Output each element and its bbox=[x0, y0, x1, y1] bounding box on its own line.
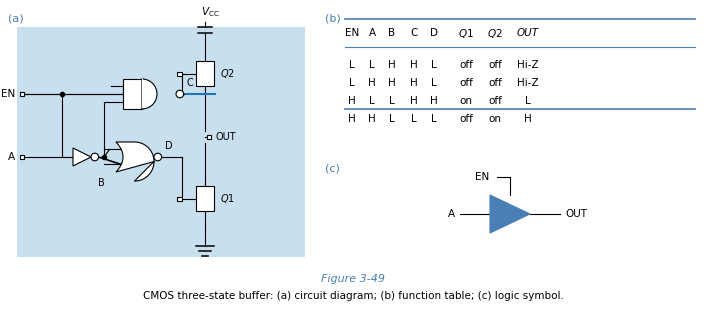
Bar bbox=[20, 92, 24, 96]
Text: H: H bbox=[368, 78, 376, 88]
Text: L: L bbox=[431, 60, 437, 70]
Text: L: L bbox=[431, 78, 437, 88]
Bar bbox=[207, 135, 212, 139]
Text: L: L bbox=[369, 96, 375, 106]
Text: A: A bbox=[8, 152, 15, 162]
Text: H: H bbox=[368, 114, 376, 124]
Circle shape bbox=[91, 153, 99, 161]
Text: B: B bbox=[388, 28, 395, 38]
Text: Hi-Z: Hi-Z bbox=[517, 78, 539, 88]
Text: EN: EN bbox=[345, 28, 359, 38]
Text: L: L bbox=[431, 114, 437, 124]
Text: $Q1$: $Q1$ bbox=[220, 193, 235, 205]
Text: $V_{\rm CC}$: $V_{\rm CC}$ bbox=[201, 5, 220, 19]
Text: C: C bbox=[186, 78, 193, 88]
Text: on: on bbox=[489, 114, 501, 124]
Wedge shape bbox=[142, 79, 157, 109]
Text: off: off bbox=[459, 60, 473, 70]
Text: OUT: OUT bbox=[517, 28, 539, 38]
Text: L: L bbox=[389, 96, 395, 106]
Text: $Q2$: $Q2$ bbox=[487, 27, 503, 40]
Text: B: B bbox=[98, 178, 105, 188]
Text: D: D bbox=[430, 28, 438, 38]
Circle shape bbox=[154, 153, 162, 161]
Text: off: off bbox=[488, 78, 502, 88]
Text: Figure 3-49: Figure 3-49 bbox=[321, 274, 385, 284]
Text: L: L bbox=[349, 60, 355, 70]
Text: A: A bbox=[448, 209, 455, 219]
Text: OUT: OUT bbox=[565, 209, 587, 219]
Text: H: H bbox=[348, 96, 356, 106]
Polygon shape bbox=[490, 195, 530, 233]
Bar bbox=[177, 72, 181, 76]
Circle shape bbox=[176, 90, 184, 98]
Text: Hi-Z: Hi-Z bbox=[517, 60, 539, 70]
Text: (c): (c) bbox=[325, 164, 340, 174]
Text: EN: EN bbox=[1, 89, 15, 99]
Text: CMOS three-state buffer: (a) circuit diagram; (b) function table; (c) logic symb: CMOS three-state buffer: (a) circuit dia… bbox=[143, 291, 563, 301]
Polygon shape bbox=[116, 142, 154, 181]
Text: D: D bbox=[164, 141, 172, 151]
Text: A: A bbox=[369, 28, 376, 38]
Text: off: off bbox=[459, 78, 473, 88]
Text: L: L bbox=[525, 96, 531, 106]
Text: H: H bbox=[348, 114, 356, 124]
Bar bbox=[196, 61, 214, 87]
Text: EN: EN bbox=[475, 172, 489, 182]
Text: off: off bbox=[459, 114, 473, 124]
Text: (b): (b) bbox=[325, 14, 341, 24]
Text: C: C bbox=[410, 28, 418, 38]
Text: H: H bbox=[388, 78, 396, 88]
Bar bbox=[20, 155, 24, 159]
Text: OUT: OUT bbox=[215, 132, 236, 142]
Bar bbox=[196, 187, 214, 211]
Text: L: L bbox=[369, 60, 375, 70]
Text: off: off bbox=[488, 96, 502, 106]
Polygon shape bbox=[73, 148, 91, 166]
Text: $Q2$: $Q2$ bbox=[220, 67, 235, 81]
Text: H: H bbox=[388, 60, 396, 70]
Text: off: off bbox=[488, 60, 502, 70]
Text: H: H bbox=[410, 60, 418, 70]
Text: H: H bbox=[410, 78, 418, 88]
Text: H: H bbox=[524, 114, 532, 124]
Bar bbox=[177, 197, 181, 201]
FancyBboxPatch shape bbox=[17, 27, 305, 257]
Text: L: L bbox=[411, 114, 417, 124]
Text: L: L bbox=[349, 78, 355, 88]
Text: L: L bbox=[389, 114, 395, 124]
Text: H: H bbox=[410, 96, 418, 106]
Bar bbox=[141, 79, 143, 108]
Text: H: H bbox=[430, 96, 438, 106]
Bar bbox=[123, 79, 142, 109]
Text: $Q1$: $Q1$ bbox=[458, 27, 474, 40]
Text: (a): (a) bbox=[8, 14, 23, 24]
Text: on: on bbox=[460, 96, 472, 106]
